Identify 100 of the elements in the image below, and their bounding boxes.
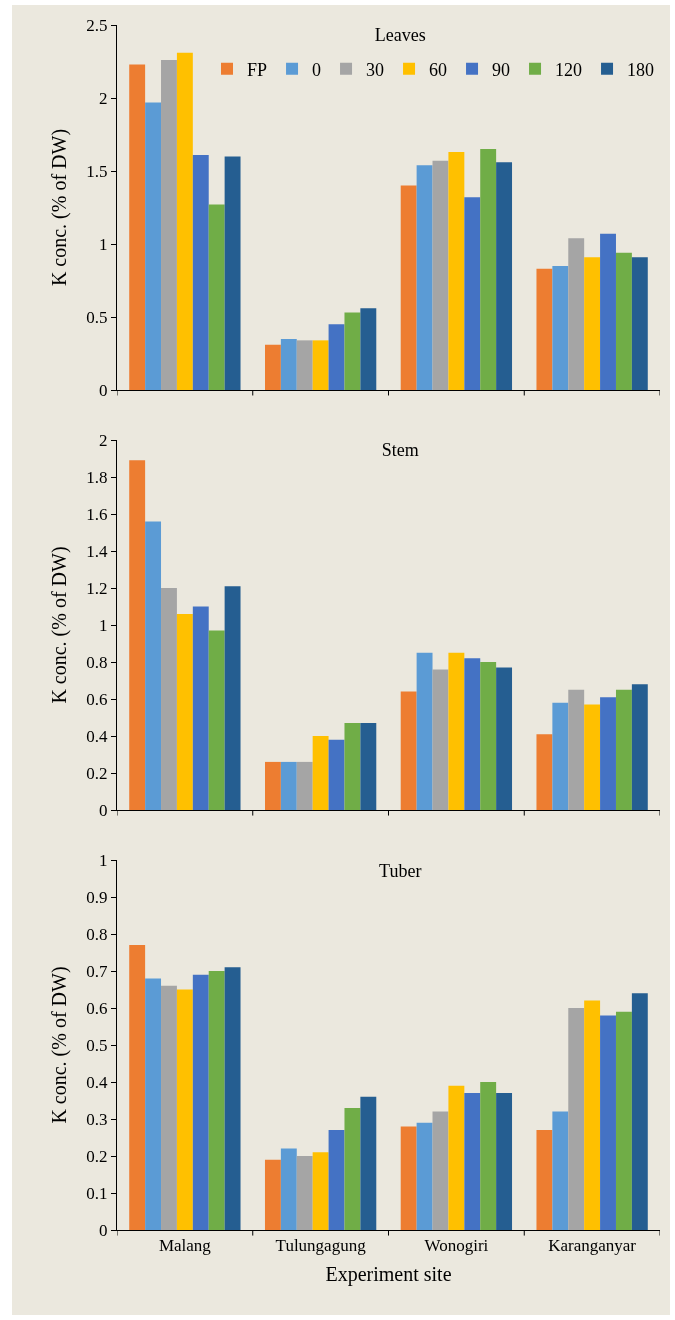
- y-tick-label: 0.8: [86, 924, 108, 944]
- bar: [600, 1015, 616, 1230]
- y-tick-label: 0.5: [86, 1035, 108, 1055]
- y-axis-title: K conc. (% of DW): [47, 966, 71, 1124]
- chart-title: Stem: [381, 440, 419, 461]
- legend-label: 180: [627, 59, 655, 80]
- bar: [328, 739, 345, 810]
- y-tick-label: 0.6: [86, 689, 108, 709]
- y-tick-label: 0.1: [86, 1183, 108, 1203]
- bar: [280, 761, 297, 810]
- bar: [464, 1093, 481, 1230]
- y-tick-label: 1: [99, 615, 108, 635]
- bar: [176, 613, 193, 810]
- bar: [416, 165, 433, 390]
- bar: [448, 652, 465, 810]
- bar: [416, 1122, 433, 1230]
- bar: [360, 1096, 377, 1230]
- y-axis-title: K conc. (% of DW): [47, 546, 71, 704]
- bar: [129, 945, 146, 1230]
- bar: [600, 697, 616, 810]
- bar: [145, 978, 162, 1230]
- bar: [568, 689, 585, 810]
- bar: [328, 324, 345, 390]
- bar: [552, 1111, 569, 1230]
- bar: [312, 1152, 329, 1230]
- bar: [584, 1000, 601, 1230]
- legend-label: 90: [492, 59, 511, 80]
- bar: [631, 993, 648, 1230]
- y-tick-label: 0.3: [86, 1109, 108, 1129]
- bar: [536, 734, 553, 810]
- legend-label: 60: [429, 59, 448, 80]
- y-tick-label: 0.5: [86, 307, 108, 327]
- bar: [400, 185, 417, 390]
- bar: [129, 64, 146, 390]
- bar: [536, 1130, 553, 1230]
- x-axis-title: Experiment site: [325, 1262, 452, 1286]
- y-tick-label: 0.7: [86, 961, 109, 981]
- bar: [224, 967, 241, 1230]
- bar: [145, 102, 162, 390]
- bar: [264, 344, 281, 390]
- legend-label: 0: [312, 59, 322, 80]
- y-tick-label: 2.5: [86, 15, 108, 35]
- y-tick-label: 1.8: [86, 467, 108, 487]
- bar: [264, 1159, 281, 1230]
- bar: [464, 658, 481, 810]
- bar: [145, 521, 162, 810]
- bar: [208, 971, 225, 1230]
- y-tick-label: 0: [99, 800, 108, 820]
- y-tick-label: 0: [99, 380, 108, 400]
- bar: [129, 460, 146, 810]
- legend-label: FP: [247, 59, 268, 80]
- y-tick-label: 2: [99, 430, 108, 450]
- y-tick-label: 0.4: [86, 726, 109, 746]
- bar: [480, 149, 497, 390]
- bar: [400, 1126, 417, 1230]
- y-tick-label: 0.9: [86, 887, 108, 907]
- bar: [328, 1130, 345, 1230]
- bar: [480, 1082, 497, 1230]
- bar: [432, 669, 449, 810]
- chart-title: Tuber: [379, 860, 422, 881]
- bar: [312, 340, 329, 390]
- bar: [344, 723, 361, 810]
- x-tick-label: Wonogiri: [424, 1236, 489, 1256]
- bar: [568, 238, 585, 390]
- y-tick-label: 0.2: [86, 763, 108, 783]
- x-tick-label: Tulungagung: [275, 1236, 367, 1256]
- y-tick-label: 1.4: [86, 541, 109, 561]
- y-tick-label: 1.2: [86, 578, 108, 598]
- bar: [464, 197, 481, 390]
- bar: [208, 630, 225, 810]
- bar: [176, 989, 193, 1230]
- bar: [161, 985, 177, 1230]
- y-tick-label: 2: [99, 88, 108, 108]
- bar: [296, 1156, 313, 1230]
- y-tick-label: 0.4: [86, 1072, 109, 1092]
- bar: [161, 588, 177, 810]
- bar: [360, 723, 377, 810]
- bar: [264, 761, 281, 810]
- bar: [631, 684, 648, 810]
- bar: [584, 257, 601, 390]
- bar: [480, 662, 497, 810]
- bar: [600, 233, 616, 390]
- bar: [496, 1093, 513, 1230]
- y-tick-label: 0.8: [86, 652, 108, 672]
- bar: [192, 974, 209, 1230]
- bar: [280, 1148, 297, 1230]
- bar: [536, 268, 553, 390]
- y-tick-label: 1: [99, 850, 108, 870]
- bar: [344, 312, 361, 390]
- bar: [161, 60, 177, 390]
- bar: [280, 338, 297, 390]
- bar: [615, 1011, 632, 1230]
- bar: [224, 586, 241, 810]
- bar: [416, 652, 433, 810]
- y-tick-label: 0: [99, 1220, 108, 1240]
- bar: [496, 162, 513, 390]
- bar: [432, 1111, 449, 1230]
- bar: [615, 689, 632, 810]
- bar: [432, 160, 449, 390]
- y-tick-label: 1.6: [86, 504, 108, 524]
